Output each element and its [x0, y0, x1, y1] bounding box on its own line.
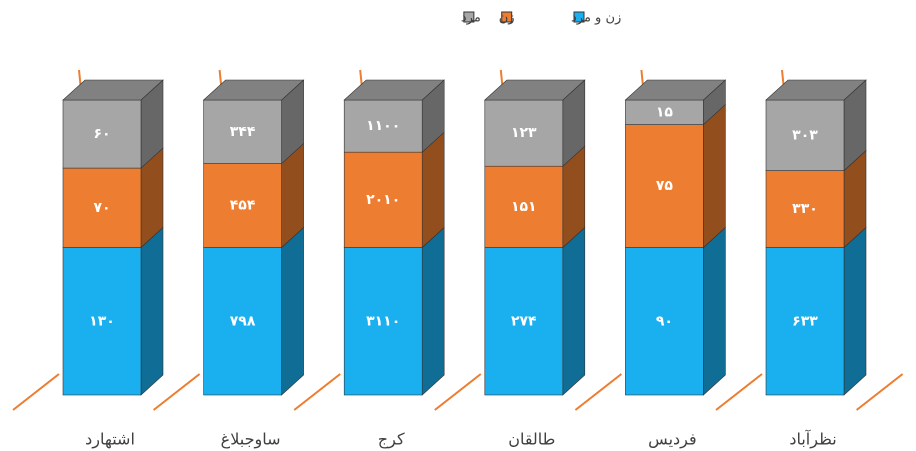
bar-top: [765, 79, 867, 101]
bar-top: [343, 79, 445, 101]
data-label: ۳۰۳: [792, 127, 818, 143]
bar: [203, 99, 282, 164]
x-tick-label: نظرآباد: [789, 430, 836, 450]
data-label: ۴۵۴: [230, 198, 256, 214]
data-label: ۱۵: [656, 104, 674, 120]
bar: [484, 165, 564, 248]
data-label: ۶۰: [93, 126, 110, 142]
legend-swatch: [501, 11, 513, 23]
x-tick-label: اشتهارد: [85, 430, 135, 450]
bar-side: [140, 226, 164, 396]
bar: [343, 99, 423, 153]
bar: [625, 247, 704, 396]
floor-edge: [434, 373, 482, 411]
data-label: ۹۰: [656, 313, 673, 329]
bar: [625, 99, 704, 125]
bar: [343, 151, 423, 248]
bar: [203, 247, 282, 396]
floor-edge: [574, 373, 623, 411]
bar-top: [624, 79, 727, 101]
data-label: ۱۲۳: [511, 125, 537, 141]
bar: [343, 247, 423, 396]
bar: [62, 247, 142, 396]
bar: [62, 167, 142, 248]
bar-side: [703, 103, 726, 249]
data-label: ۷۰: [93, 200, 110, 216]
legend: زن و مرد زن مرد: [461, 11, 621, 26]
bar-top: [62, 79, 164, 101]
bar-side: [703, 226, 726, 396]
bar: [625, 124, 704, 248]
data-label: ۳۱۱۰: [366, 313, 400, 329]
bar-top: [484, 79, 586, 101]
bar: [765, 99, 845, 171]
bar-side: [421, 226, 445, 396]
legend-label: مرد: [461, 11, 481, 26]
bar: [203, 163, 282, 248]
data-label: ۷۵: [656, 178, 674, 194]
bar-side: [843, 226, 867, 396]
legend-label: زن: [499, 11, 515, 26]
bar: [765, 170, 845, 248]
x-tick-label: فردیس: [648, 430, 696, 450]
floor-edge: [715, 373, 763, 411]
floor-edge: [855, 373, 904, 411]
x-tick-label: طالقان: [508, 430, 555, 449]
bar: [484, 247, 564, 396]
x-tick-label: ساوجبلاغ: [221, 430, 281, 450]
data-label: ۱۵۱: [511, 199, 537, 215]
bar-side: [281, 226, 304, 396]
data-label: ۲۰۱۰: [366, 192, 400, 208]
data-label: ۳۴۴: [230, 124, 256, 140]
bar-top: [202, 79, 305, 101]
data-label: ۱۱۰۰: [366, 118, 400, 134]
legend-swatch: [573, 11, 585, 23]
data-label: ۲۷۴: [511, 313, 537, 329]
bar-side: [562, 226, 586, 396]
data-label: ۶۳۳: [792, 313, 818, 329]
data-label: ۷۹۸: [230, 313, 256, 329]
floor-edge: [12, 373, 60, 411]
legend-label: زن و مرد: [571, 11, 621, 26]
bar: [62, 99, 142, 169]
data-label: ۱۳۰: [89, 313, 115, 329]
data-label: ۳۳۰: [792, 201, 818, 217]
x-tick-label: کرج: [378, 430, 405, 450]
bar: [765, 247, 845, 396]
bar: [484, 99, 564, 167]
floor-edge: [293, 373, 341, 411]
floor-edge: [152, 373, 201, 411]
legend-swatch: [463, 11, 475, 23]
